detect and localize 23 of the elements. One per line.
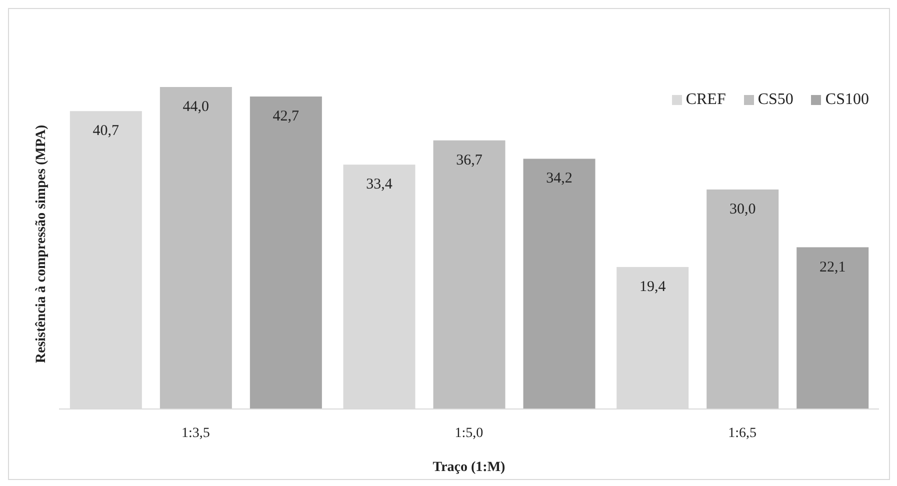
legend-label: CS100 — [824, 91, 869, 109]
legend-label: CREF — [684, 91, 726, 109]
x-tick-label: 1:5,0 — [454, 426, 484, 441]
x-axis-title: Traço (1:M) — [432, 460, 506, 475]
bar — [250, 96, 322, 409]
legend-label: CS50 — [756, 91, 794, 109]
bar — [433, 140, 506, 409]
data-label: 34,2 — [546, 170, 572, 187]
x-tick-label: 1:6,5 — [728, 426, 757, 441]
bar — [706, 189, 779, 409]
data-label: 36,7 — [456, 152, 483, 168]
bar — [523, 158, 596, 409]
bar — [796, 247, 869, 409]
bar — [160, 87, 232, 409]
data-label: 44,0 — [182, 99, 210, 115]
data-label: 40,7 — [92, 123, 120, 140]
y-axis-title: Resistência à compressão simpes (MPA) — [34, 124, 49, 364]
data-label: 33,4 — [366, 176, 393, 193]
data-label: 42,7 — [272, 108, 300, 125]
data-label: 22,1 — [819, 259, 846, 276]
data-label: 19,4 — [639, 279, 666, 296]
data-label: 30,0 — [729, 201, 756, 218]
x-tick-label: 1:3,5 — [181, 426, 210, 441]
